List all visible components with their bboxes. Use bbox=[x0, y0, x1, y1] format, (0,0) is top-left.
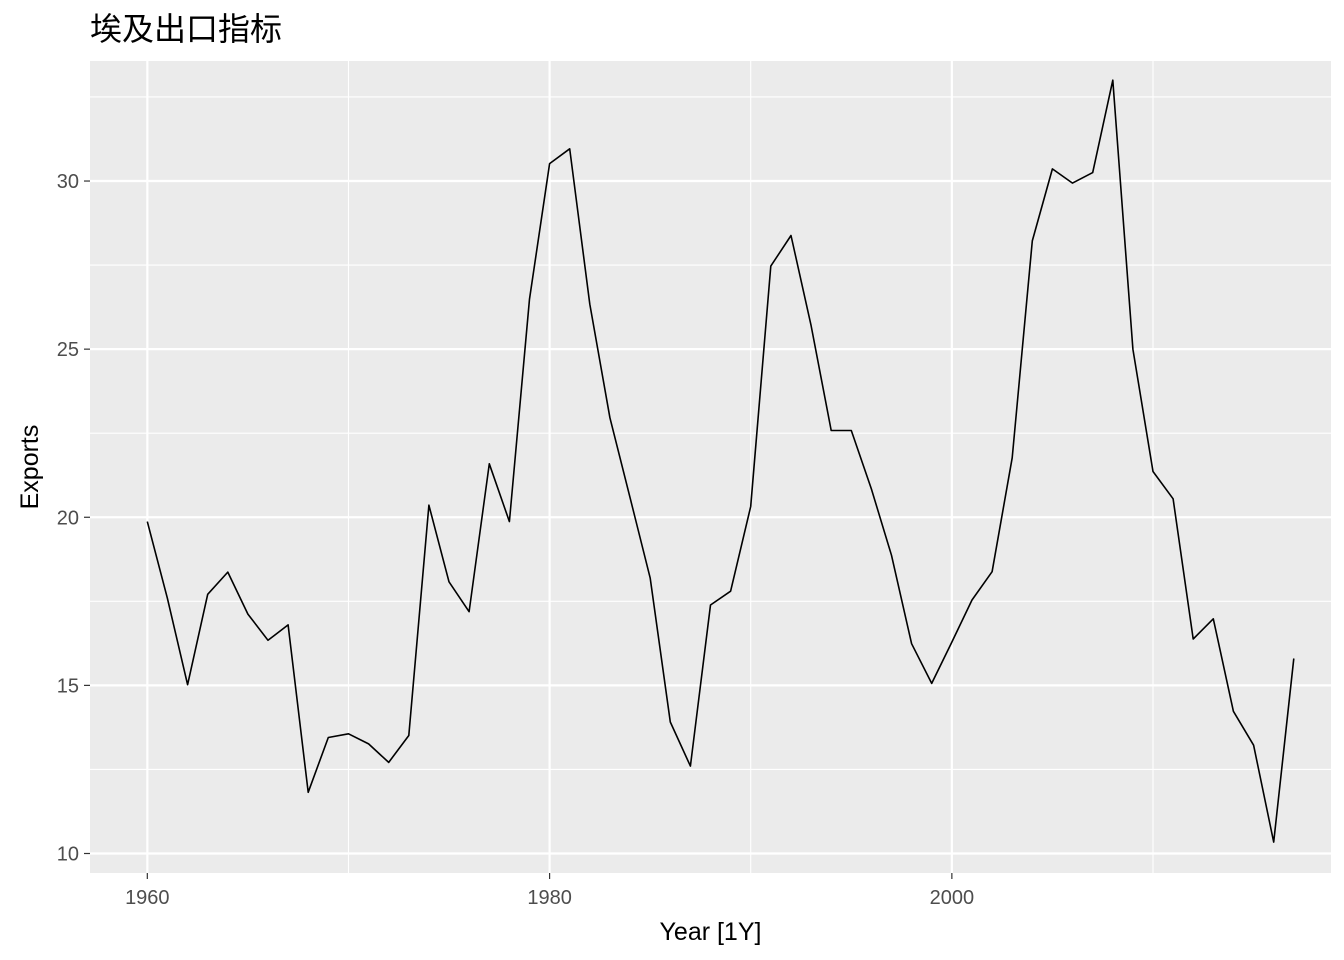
y-tick-label: 15 bbox=[57, 675, 79, 697]
major-gridlines bbox=[90, 61, 1331, 873]
y-axis: 10 15 20 25 30 bbox=[57, 171, 90, 865]
x-axis-label: Year [1Y] bbox=[660, 918, 762, 946]
y-axis-label: Exports bbox=[16, 425, 44, 510]
y-tick-label: 20 bbox=[57, 507, 79, 529]
x-axis: 1960 1980 2000 bbox=[125, 873, 974, 909]
minor-gridlines bbox=[90, 61, 1331, 873]
y-tick-label: 30 bbox=[57, 171, 79, 193]
x-tick-label: 1980 bbox=[527, 887, 572, 909]
series-layer bbox=[146, 79, 1295, 843]
x-tick-label: 2000 bbox=[930, 887, 975, 909]
y-tick-label: 10 bbox=[57, 843, 79, 865]
y-tick-label: 25 bbox=[57, 339, 79, 361]
plot-panel bbox=[90, 61, 1331, 873]
x-tick-label: 1960 bbox=[125, 887, 170, 909]
series-line bbox=[146, 79, 1295, 843]
chart-title: 埃及出口指标 bbox=[90, 10, 282, 48]
